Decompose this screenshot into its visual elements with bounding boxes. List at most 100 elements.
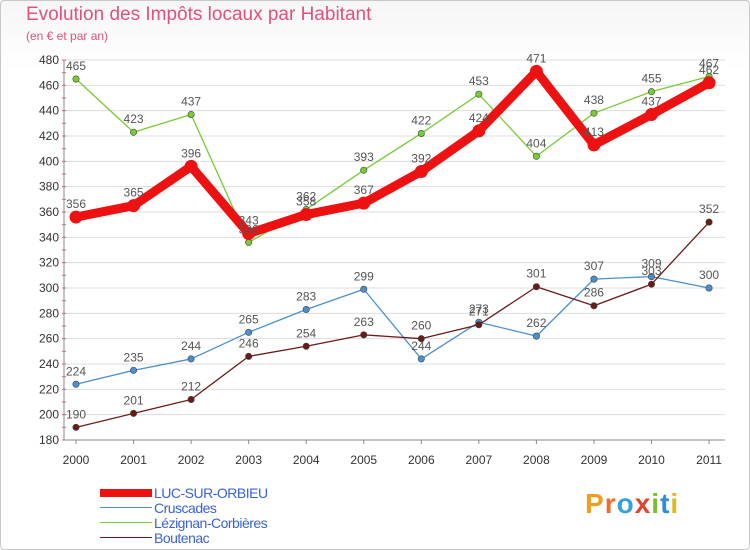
x-tick-label: 2007 (465, 453, 492, 467)
data-label: 224 (66, 364, 86, 378)
data-point (417, 129, 425, 137)
data-point (472, 124, 486, 138)
data-label: 455 (641, 72, 661, 86)
data-label: 263 (354, 315, 374, 329)
data-label: 260 (411, 319, 431, 333)
data-point (360, 285, 368, 293)
data-point (127, 199, 141, 213)
data-point (302, 306, 310, 314)
data-label: 303 (641, 264, 661, 278)
data-label: 393 (354, 150, 374, 164)
data-point (645, 107, 658, 121)
legend-item: Lézignan-Corbières (100, 514, 268, 531)
data-point (72, 423, 80, 431)
data-label: 423 (124, 112, 144, 126)
chart-legend: LUC-SUR-ORBIEU Cruscades Lézignan-Corbière… (100, 485, 268, 546)
y-tick-label: 380 (39, 180, 59, 194)
data-label: 286 (584, 286, 604, 300)
x-tick-label: 2011 (696, 453, 722, 467)
data-label: 235 (124, 350, 144, 364)
data-label: 392 (411, 151, 431, 165)
y-tick-label: 420 (39, 129, 59, 143)
data-point (360, 331, 368, 339)
data-point (647, 273, 655, 281)
data-point (590, 302, 598, 310)
data-label: 246 (239, 336, 259, 350)
data-label: 352 (699, 202, 719, 216)
legend-label: Boutenac (154, 529, 210, 546)
data-label: 201 (124, 393, 144, 407)
logo-letter: t (660, 488, 671, 519)
data-label: 356 (66, 197, 86, 211)
data-point (414, 164, 428, 178)
data-label: 307 (584, 259, 604, 273)
legend-label: Cruscades (154, 499, 217, 516)
legend-swatch (100, 521, 152, 524)
y-tick-label: 300 (39, 281, 59, 295)
data-point (69, 210, 83, 224)
x-tick-label: 2001 (120, 453, 147, 467)
data-label: 465 (66, 59, 86, 73)
data-point (475, 321, 483, 329)
data-label: 362 (296, 189, 316, 203)
legend-swatch (100, 488, 152, 497)
legend-item: Boutenac (100, 529, 268, 546)
logo-letter: r (604, 488, 617, 519)
x-tick-label: 2006 (408, 453, 435, 467)
data-label: 438 (584, 93, 604, 107)
data-point (187, 395, 195, 403)
data-label: 424 (469, 111, 489, 125)
data-label: 212 (181, 379, 201, 393)
x-tick-label: 2002 (178, 453, 205, 467)
data-point (417, 335, 425, 343)
data-point (130, 409, 138, 417)
data-point (532, 152, 540, 160)
logo-letter: x (634, 488, 652, 519)
data-point (705, 218, 713, 226)
data-point (532, 332, 540, 340)
proxiti-logo: Proxiti (585, 488, 679, 520)
data-point (184, 159, 198, 173)
data-label: 301 (526, 267, 546, 281)
data-label: 265 (239, 312, 259, 326)
data-point (529, 64, 543, 78)
logo-letter: i (670, 488, 680, 519)
data-label: 453 (469, 74, 489, 88)
y-tick-label: 360 (39, 205, 59, 219)
series-line-cruscades (75, 275, 710, 385)
data-label: 365 (124, 186, 144, 200)
data-point (647, 88, 655, 96)
x-tick-label: 2009 (581, 453, 608, 467)
x-tick-label: 2004 (293, 453, 320, 467)
data-point (299, 208, 313, 222)
data-label: 309 (641, 257, 661, 271)
data-label: 271 (469, 305, 489, 319)
data-label: 413 (584, 125, 604, 139)
series-line-l-zignan-corbi-res (75, 75, 710, 244)
x-tick-label: 2010 (638, 453, 665, 467)
data-point (245, 238, 253, 246)
data-point (130, 366, 138, 374)
plot-area (64, 60, 725, 440)
y-tick-label: 440 (39, 104, 59, 118)
data-point (417, 355, 425, 363)
data-label: 244 (181, 339, 201, 353)
y-tick-label: 320 (39, 256, 59, 270)
data-label: 262 (526, 316, 546, 330)
y-tick-label: 460 (39, 78, 59, 92)
y-tick-label: 240 (39, 357, 59, 371)
data-label: 467 (699, 56, 719, 70)
data-label: 462 (699, 63, 719, 77)
data-point (532, 283, 540, 291)
y-tick-label: 260 (39, 332, 59, 346)
data-point (187, 110, 195, 118)
chart-subtitle: (en € et par an) (26, 29, 109, 43)
data-label: 273 (469, 302, 489, 316)
chart-title: Evolution des Impôts locaux par Habitant (26, 4, 372, 25)
logo-letter: P (585, 488, 605, 519)
data-label: 437 (181, 94, 201, 108)
x-tick-label: 2008 (523, 453, 550, 467)
x-tick-label: 2003 (235, 453, 262, 467)
legend-label: Lézignan-Corbières (154, 514, 268, 531)
series-line-boutenac (75, 221, 710, 428)
